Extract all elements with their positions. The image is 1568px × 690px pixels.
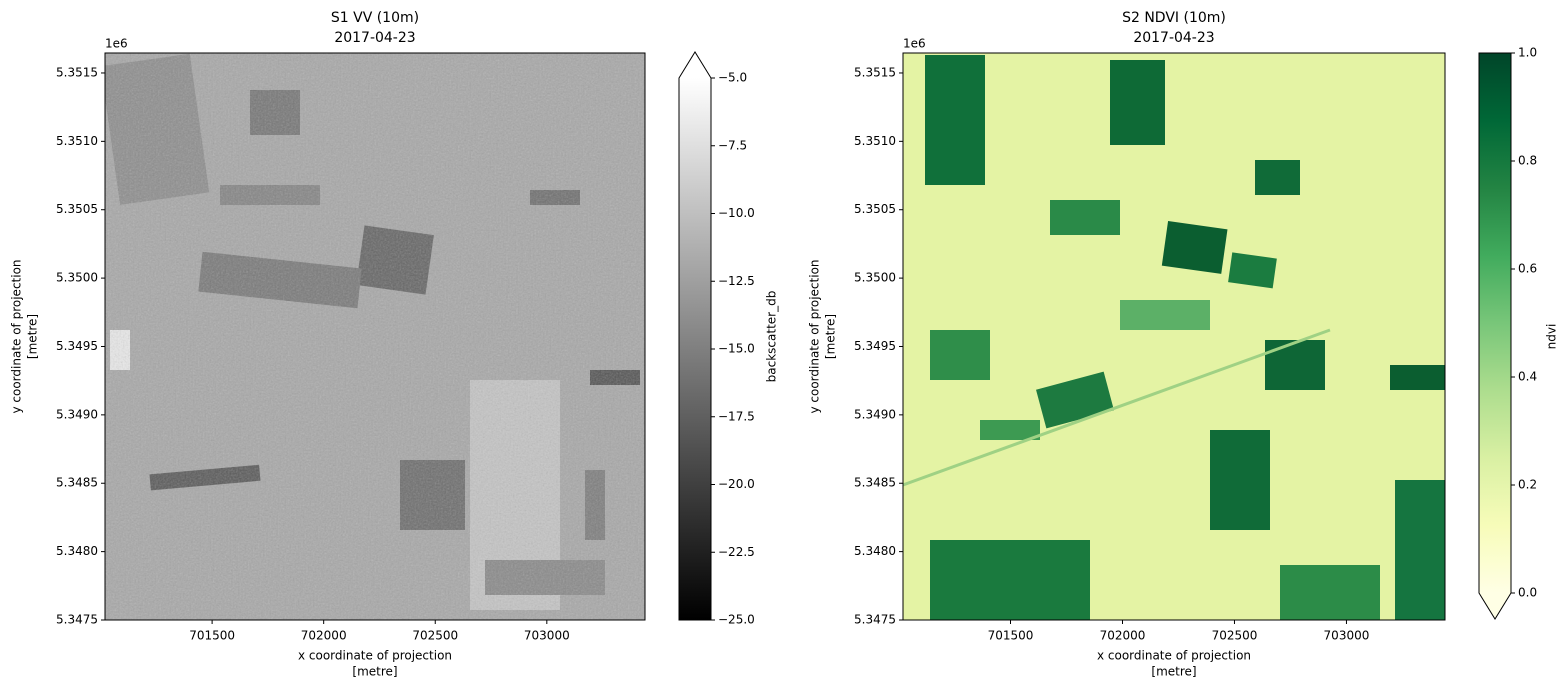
y-offset-label: 1e6 [105, 37, 128, 51]
colorbar-label: ndvi [1545, 324, 1559, 350]
colorbar [679, 78, 711, 620]
y-tick-label: 5.3480 [854, 544, 896, 558]
colorbar-tick-label: 1.0 [1518, 46, 1537, 60]
y-tick-label: 5.3475 [56, 613, 98, 627]
colorbar-tick-label: 0.2 [1518, 478, 1537, 492]
colorbar-tick-label: −10.0 [718, 206, 755, 220]
y-tick-label: 5.3515 [854, 65, 896, 79]
colorbar [1479, 53, 1511, 593]
x-axis-label: x coordinate of projection [298, 649, 452, 663]
x-tick-label: 703000 [524, 629, 570, 643]
x-tick-label: 702000 [1100, 629, 1146, 643]
y-axis-label: y coordinate of projection [808, 259, 822, 413]
colorbar-tick-label: 0.0 [1518, 586, 1537, 600]
y-offset-label: 1e6 [903, 37, 926, 51]
image-texture [903, 53, 1445, 620]
y-tick-label: 5.3480 [56, 544, 98, 558]
x-tick-label: 702500 [1212, 629, 1258, 643]
colorbar-tick-label: 0.8 [1518, 154, 1537, 168]
chart-subtitle: 2017-04-23 [1133, 30, 1214, 46]
y-axis-label: y coordinate of projection [10, 259, 24, 413]
plot-frame [902, 52, 1446, 621]
y-tick-label: 5.3500 [854, 271, 896, 285]
chart-title: S1 VV (10m) [331, 10, 419, 26]
y-tick-label: 5.3505 [56, 202, 98, 216]
colorbar-tick-label: −20.0 [718, 477, 755, 491]
y-tick-label: 5.3500 [56, 271, 98, 285]
colorbar-tick-label: −22.5 [718, 545, 755, 559]
y-tick-label: 5.3515 [56, 65, 98, 79]
y-tick-label: 5.3510 [854, 134, 896, 148]
plot-frame [104, 52, 646, 621]
chart-subtitle: 2017-04-23 [334, 30, 415, 46]
colorbar-outline [1478, 52, 1512, 620]
image-texture [105, 53, 645, 620]
colorbar-tick-label: −17.5 [718, 409, 755, 423]
colorbar-extend [679, 52, 711, 78]
x-tick-label: 702000 [301, 629, 347, 643]
colorbar-outline [678, 51, 712, 621]
colorbar-tick-label: 0.6 [1518, 262, 1537, 276]
y-axis-label: [metre] [26, 314, 40, 359]
x-tick-label: 701500 [189, 629, 235, 643]
colorbar-label: backscatter_db [765, 291, 779, 383]
colorbar-tick-label: −7.5 [718, 138, 747, 152]
y-tick-label: 5.3490 [56, 407, 98, 421]
y-tick-label: 5.3485 [56, 476, 98, 490]
colorbar-tick-label: 0.4 [1518, 370, 1537, 384]
x-axis-label: x coordinate of projection [1097, 649, 1251, 663]
y-tick-label: 5.3510 [56, 134, 98, 148]
x-axis-label: [metre] [352, 665, 397, 679]
chart-title: S2 NDVI (10m) [1122, 10, 1226, 26]
y-tick-label: 5.3485 [854, 476, 896, 490]
x-tick-label: 701500 [988, 629, 1034, 643]
y-tick-label: 5.3490 [854, 407, 896, 421]
colorbar-tick-label: −12.5 [718, 274, 755, 288]
y-tick-label: 5.3495 [56, 339, 98, 353]
colorbar-tick-label: −15.0 [718, 342, 755, 356]
colorbar-tick-label: −5.0 [718, 71, 747, 85]
y-tick-label: 5.3475 [854, 613, 896, 627]
x-tick-label: 702500 [412, 629, 458, 643]
y-tick-label: 5.3495 [854, 339, 896, 353]
colorbar-tick-label: −25.0 [718, 613, 755, 627]
y-axis-label: [metre] [824, 314, 838, 359]
colorbar-extend [1479, 593, 1511, 619]
x-tick-label: 703000 [1324, 629, 1370, 643]
x-axis-label: [metre] [1151, 665, 1196, 679]
y-tick-label: 5.3505 [854, 202, 896, 216]
